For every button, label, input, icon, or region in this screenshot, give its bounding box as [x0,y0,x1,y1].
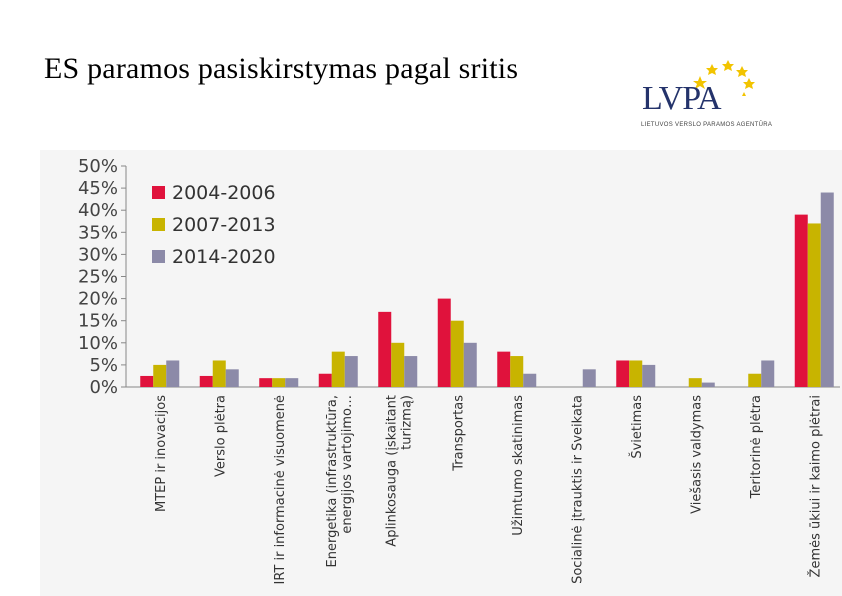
bar-2014-2020 [582,369,596,387]
x-tick-label: Viešasis valdymas [689,395,704,514]
bar-2004-2006 [794,214,808,387]
y-tick-label: 30% [78,244,118,265]
legend-swatch [152,218,165,231]
logo-stars-icon [693,60,755,96]
bar-2007-2013 [688,378,702,387]
lvpa-logo: LVPA LIETUVOS VERSLO PARAMOS AGENTŪRA [636,56,786,136]
y-tick-label: 10% [78,333,118,354]
x-tick-label: Transportas [451,395,466,472]
y-tick-label: 45% [78,178,118,199]
bar-2007-2013 [212,360,226,387]
x-tick-label: Teritorinė plėtra [749,395,764,499]
bars [140,192,834,387]
bar-2004-2006 [497,351,511,387]
x-tick-label-line: MTEP ir inovacijos [154,395,169,512]
x-tick-label: Socialinė įtrauktis ir Sveikata [570,395,585,584]
x-tick-label: Energetika (infrastruktūra, energijos var… [325,395,355,568]
legend-label: 2014-2020 [172,246,276,268]
x-tick-label: MTEP ir inovacijos [154,395,169,512]
x-tick-label-line: Švietimas [629,395,645,459]
bar-2014-2020 [285,378,299,387]
bar-2014-2020 [701,382,715,387]
legend-swatch [152,250,165,263]
x-tick-label-line: IRT ir informacinė visuomenė [273,395,288,585]
y-tick-label: 0% [89,377,118,398]
x-tick-label: Užimtumo skatinimas [511,395,526,536]
bar-2004-2006 [378,311,392,387]
y-tick-label: 15% [78,311,118,332]
bar-2007-2013 [510,356,524,387]
legend-swatch [152,186,165,199]
x-tick-label-line: Verslo plėtra [213,395,228,477]
slide-title: ES paramos pasiskirstymas pagal sritis [44,52,519,85]
x-tick-label-line: Energetika (infrastruktūra, [325,395,340,568]
x-tick-label-line: Transportas [451,395,466,472]
x-tick-label: Švietimas [629,395,645,459]
x-tick-label-line: Socialinė įtrauktis ir Sveikata [570,395,585,584]
bar-2004-2006 [199,375,213,387]
y-tick-label: 5% [89,355,118,376]
bar-2004-2006 [318,373,332,387]
bar-2014-2020 [463,342,477,387]
y-tick-label: 40% [78,200,118,221]
bar-2007-2013 [748,373,762,387]
legend-label: 2004-2006 [172,182,276,204]
bar-2004-2006 [437,298,451,387]
bar-2014-2020 [225,369,239,387]
y-tick-label: 25% [78,267,118,288]
bar-2014-2020 [344,356,358,387]
x-tick-label-line: Aplinkosauga (įskaitant [384,395,399,547]
bar-2007-2013 [272,378,286,387]
x-tick-label-line: Teritorinė plėtra [749,395,764,499]
bar-2007-2013 [807,223,821,387]
bar-2014-2020 [166,360,180,387]
y-axis: 0%5%10%15%20%25%30%35%40%45%50% [78,156,840,398]
bar-2014-2020 [404,356,418,387]
bar-2007-2013 [629,360,643,387]
bar-2007-2013 [391,342,405,387]
bar-2014-2020 [523,373,537,387]
bar-2007-2013 [153,364,167,387]
x-axis-labels: MTEP ir inovacijos Verslo plėtra IRT ir in… [154,395,824,585]
y-tick-label: 20% [78,289,118,310]
bar-2014-2020 [820,192,834,387]
legend-label: 2007-2013 [172,214,276,236]
bar-2004-2006 [616,360,630,387]
x-tick-label: IRT ir informacinė visuomenė [273,395,288,585]
bar-2014-2020 [761,360,775,387]
x-tick-label: Aplinkosauga (įskaitant turizmą) [384,395,414,547]
bar-2014-2020 [642,364,656,387]
bar-2004-2006 [140,375,154,387]
x-tick-label: Žemės ūkiui ir kaimo plėtrai [807,395,823,577]
legend: 2004-2006 2007-2013 2014-2020 [152,182,276,268]
x-tick-label-line: Užimtumo skatinimas [511,395,526,536]
bar-2007-2013 [450,320,464,387]
x-tick-label-line: energijos vartojimo… [340,395,355,534]
logo-text: LVPA [642,80,722,117]
bar-2007-2013 [331,351,345,387]
x-tick-label-line: turizmą) [399,395,414,450]
x-tick-label-line: Žemės ūkiui ir kaimo plėtrai [807,395,823,577]
x-tick-label-line: Viešasis valdymas [689,395,704,514]
y-tick-label: 35% [78,222,118,243]
bar-2004-2006 [259,378,273,387]
y-tick-label: 50% [78,156,118,177]
logo-subtitle: LIETUVOS VERSLO PARAMOS AGENTŪRA [641,122,773,128]
x-tick-label: Verslo plėtra [213,395,228,477]
